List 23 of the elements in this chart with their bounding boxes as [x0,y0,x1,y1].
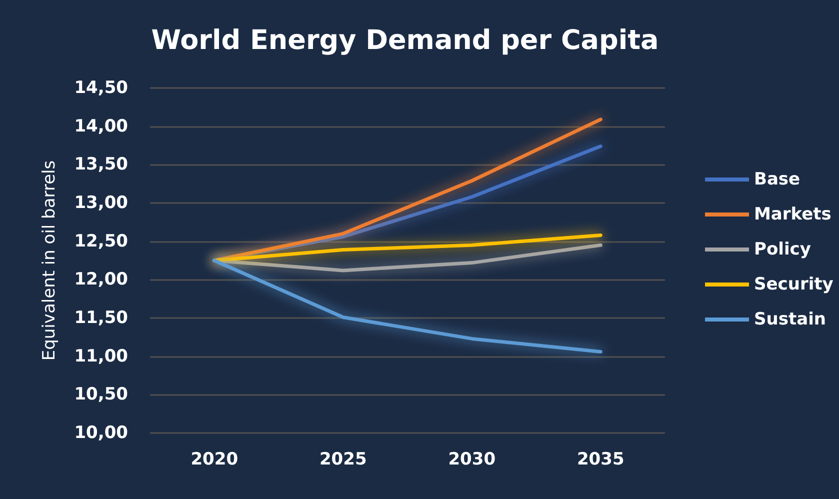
y-tick-label: 14,00 [74,116,128,136]
y-tick-label: 13,50 [74,154,128,175]
y-tick-label: 10,50 [74,384,128,405]
y-tick-label: 10,00 [74,423,128,443]
legend-label: Policy [754,240,811,260]
y-tick-label: 11,50 [74,308,128,328]
x-tick-label: 2030 [448,450,496,470]
y-tick-label: 12,00 [74,270,128,290]
legend-label: Base [754,170,800,190]
x-tick-label: 2020 [190,450,238,470]
line-series [212,233,602,262]
legend-label: Security [754,274,834,294]
y-tick-label: 13,00 [74,193,128,213]
y-tick-label: 11,00 [74,346,128,366]
legend-label: Markets [754,204,832,224]
x-tick-label: 2025 [319,450,367,470]
line-series [212,258,602,354]
y-axis-title: Equivalent in oil barrels [40,160,60,361]
chart-title: World Energy Demand per Capita [151,25,659,56]
y-tick-label: 12,50 [74,231,128,252]
y-tick-label: 14,50 [74,78,128,98]
x-tick-label: 2035 [576,450,624,470]
legend-label: Sustain [754,310,826,330]
